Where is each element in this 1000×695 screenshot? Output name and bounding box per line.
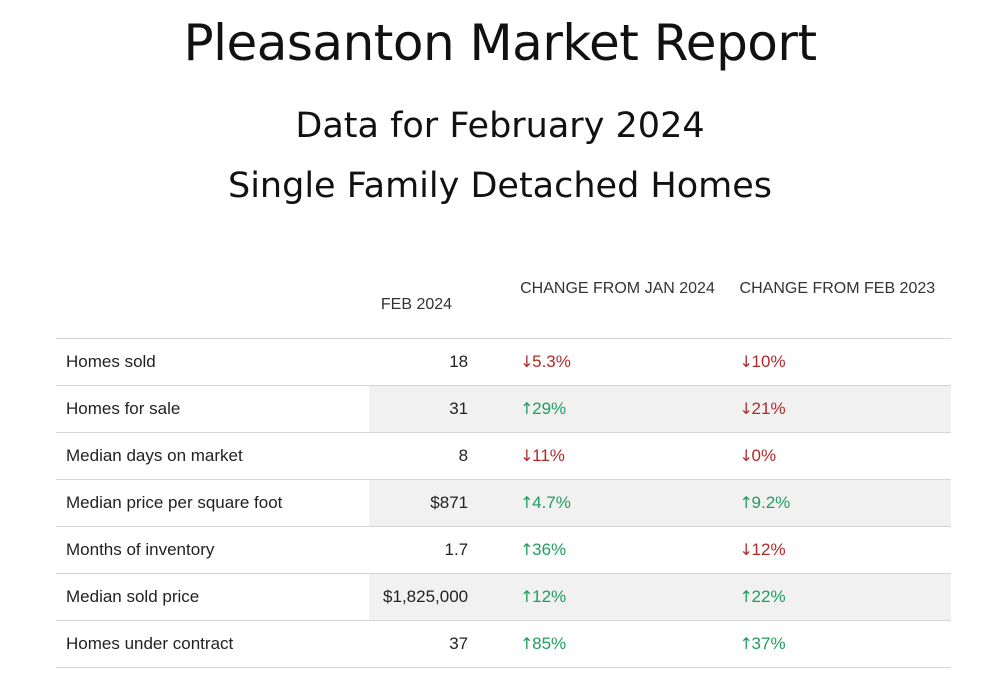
value-column-header: FEB 2024 (368, 266, 513, 339)
arrow-down-icon: ↓ (739, 399, 753, 418)
change-percent: 29% (532, 399, 567, 418)
change-from-prev-year: ↑37% (731, 620, 951, 668)
table-row: Homes sold 18 ↓5.3% ↓10% (56, 338, 951, 386)
metric-label: Median days on market (56, 432, 369, 480)
metric-label: Median price per square foot (56, 479, 369, 527)
change-percent: 36% (532, 540, 567, 559)
metric-label: Months of inventory (56, 526, 369, 574)
metric-label: Homes sold (56, 338, 369, 386)
change-percent: 5.3% (532, 352, 571, 371)
change-from-prev-month: ↑12% (512, 573, 732, 621)
table-row: Median sold price $1,825,000 ↑12% ↑22% (56, 573, 951, 621)
property-type-subtitle: Single Family Detached Homes (227, 166, 773, 206)
change-from-prev-month: ↑29% (512, 385, 732, 433)
change-percent: 37% (751, 634, 786, 653)
arrow-up-icon: ↑ (520, 399, 534, 418)
arrow-up-icon: ↑ (520, 493, 534, 512)
arrow-up-icon: ↑ (520, 634, 534, 653)
table-row: Median days on market 8 ↓11% ↓0% (56, 432, 951, 480)
change-percent: 85% (532, 634, 567, 653)
change-percent: 22% (751, 587, 786, 606)
change-percent: 11% (532, 446, 565, 465)
change-month-column-header: CHANGE FROM JAN 2024 (512, 266, 732, 339)
page-title: Pleasanton Market Report (183, 14, 817, 72)
change-percent: 9.2% (751, 493, 791, 512)
metric-value: 37 (368, 620, 513, 668)
change-percent: 21% (751, 399, 786, 418)
metric-value: 18 (368, 338, 513, 386)
metric-value: $1,825,000 (368, 573, 513, 621)
label-column-header (56, 266, 369, 339)
change-from-prev-year: ↓21% (731, 385, 951, 433)
metric-value: 8 (368, 432, 513, 480)
change-year-column-header: CHANGE FROM FEB 2023 (731, 266, 951, 339)
change-from-prev-month: ↑4.7% (512, 479, 732, 527)
arrow-up-icon: ↑ (739, 634, 753, 653)
change-from-prev-month: ↓11% (512, 432, 732, 480)
metric-value: 31 (368, 385, 513, 433)
table-header-row: FEB 2024 CHANGE FROM JAN 2024 CHANGE FRO… (56, 266, 951, 339)
arrow-up-icon: ↑ (520, 540, 534, 559)
arrow-up-icon: ↑ (739, 493, 753, 512)
arrow-down-icon: ↓ (739, 352, 753, 371)
change-from-prev-year: ↓12% (731, 526, 951, 574)
table-row: Months of inventory 1.7 ↑36% ↓12% (56, 526, 951, 574)
change-from-prev-year: ↑9.2% (731, 479, 951, 527)
arrow-down-icon: ↓ (520, 446, 534, 465)
change-from-prev-month: ↓5.3% (512, 338, 732, 386)
change-from-prev-month: ↑36% (512, 526, 732, 574)
market-report-table: FEB 2024 CHANGE FROM JAN 2024 CHANGE FRO… (56, 266, 951, 668)
change-from-prev-year: ↓10% (731, 338, 951, 386)
arrow-down-icon: ↓ (520, 352, 534, 371)
metric-label: Median sold price (56, 573, 369, 621)
arrow-up-icon: ↑ (739, 587, 753, 606)
metric-label: Homes for sale (56, 385, 369, 433)
change-percent: 12% (751, 540, 786, 559)
report-period-subtitle: Data for February 2024 (295, 106, 705, 146)
table-row: Homes under contract 37 ↑85% ↑37% (56, 620, 951, 668)
arrow-down-icon: ↓ (739, 446, 753, 465)
change-from-prev-year: ↑22% (731, 573, 951, 621)
metric-value: $871 (368, 479, 513, 527)
change-from-prev-year: ↓0% (731, 432, 951, 480)
metric-value: 1.7 (368, 526, 513, 574)
change-percent: 12% (532, 587, 567, 606)
change-percent: 10% (751, 352, 786, 371)
change-from-prev-month: ↑85% (512, 620, 732, 668)
table-row: Median price per square foot $871 ↑4.7% ↑9.… (56, 479, 951, 527)
change-percent: 0% (751, 446, 777, 465)
arrow-down-icon: ↓ (739, 540, 753, 559)
metric-label: Homes under contract (56, 620, 369, 668)
table-row: Homes for sale 31 ↑29% ↓21% (56, 385, 951, 433)
arrow-up-icon: ↑ (520, 587, 534, 606)
change-percent: 4.7% (532, 493, 571, 512)
